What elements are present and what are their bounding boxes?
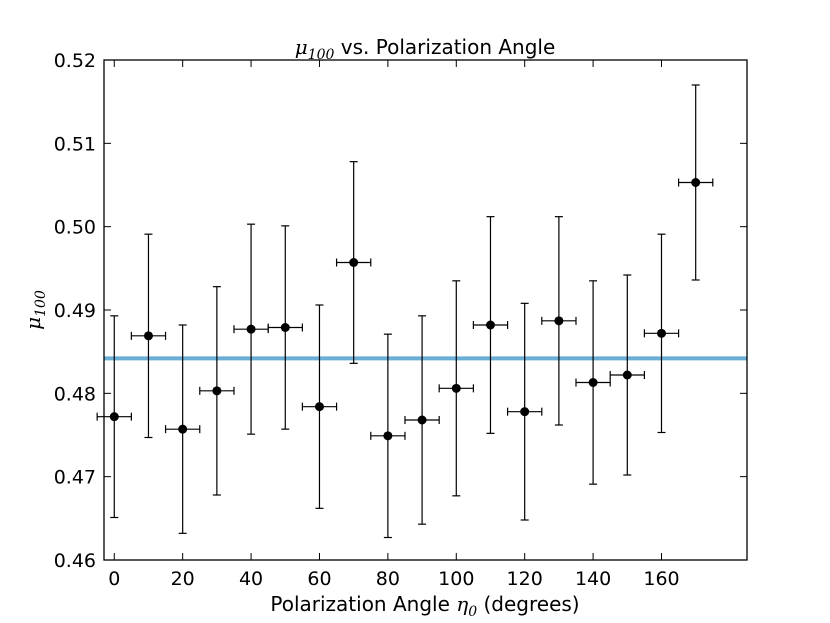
y-tick-label: 0.47 [54,467,96,489]
data-point [349,258,359,267]
x-axis-label: Polarization Angle η0 (degrees) [270,592,579,620]
plot-background [104,60,747,560]
x-tick-label: 20 [171,568,195,590]
data-point [622,370,632,380]
title-text: vs. Polarization Angle [334,35,555,59]
x-axis-label-units: (degrees) [477,592,579,616]
data-point [109,412,119,422]
data-point-group [609,274,645,476]
y-tick-label: 0.50 [54,217,96,239]
x-tick-label: 100 [438,568,474,590]
x-axis-label-subscript: 0 [468,604,477,620]
y-tick-label: 0.52 [54,50,96,72]
x-axis-label-text: Polarization Angle [270,592,456,616]
data-point [691,178,701,187]
data-point [554,316,564,326]
data-point-group [370,333,406,539]
y-axis-label-symbol: μ [21,317,45,330]
data-point-group [677,84,714,281]
x-tick-label: 160 [643,568,679,590]
plot-frame [103,59,748,561]
data-point [212,386,222,396]
data-point [314,402,324,412]
x-axis-label-symbol: η [456,592,468,616]
data-point-group [404,315,440,525]
x-tick-label: 140 [575,568,611,590]
x-tick-label: 40 [239,568,263,590]
data-point-group [130,233,167,439]
data-point [246,324,256,334]
data-point [588,378,598,387]
data-point [656,328,666,338]
data-point [143,331,153,341]
chart-title: μ100 vs. Polarization Angle [295,35,556,63]
x-tick-label: 120 [507,568,543,590]
x-tick-label: 80 [376,568,400,590]
data-point [280,323,290,332]
y-tick-label: 0.46 [54,550,96,572]
y-axis-label: μ100 [21,290,49,330]
data-point [520,407,530,417]
data-point [178,424,188,434]
data-point-group [335,161,372,364]
data-point-group [164,324,201,534]
data-point-group [438,280,474,497]
data-point-group [96,315,132,519]
data-point [383,431,393,441]
y-tick-label: 0.48 [54,383,96,405]
data-point-group [643,233,680,434]
y-axis-label-subscript: 100 [33,290,49,317]
data-point [417,415,427,425]
data-point-group [267,225,303,430]
data-point-group [541,216,577,426]
data-point [451,383,461,393]
x-tick-label: 60 [307,568,331,590]
data-point-group [199,286,235,496]
y-tick-label: 0.49 [54,300,96,322]
data-point-group [472,216,509,434]
title-symbol: μ [295,35,308,59]
y-tick-label: 0.51 [54,133,96,155]
data-point-group [506,302,543,521]
x-tick-label: 0 [108,568,120,590]
data-point [485,320,495,330]
data-point-group [301,304,338,509]
title-subscript: 100 [308,47,335,63]
data-point-group [575,280,611,485]
